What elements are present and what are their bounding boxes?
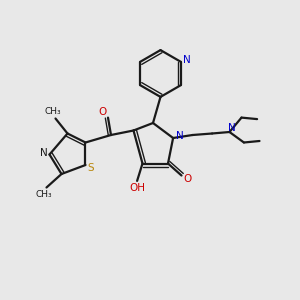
Text: O: O	[183, 173, 192, 184]
Text: O: O	[98, 107, 107, 117]
Text: N: N	[184, 55, 191, 65]
Text: N: N	[40, 148, 48, 158]
Text: OH: OH	[130, 183, 146, 193]
Text: CH₃: CH₃	[36, 190, 52, 199]
Text: S: S	[88, 163, 94, 173]
Text: N: N	[228, 123, 236, 134]
Text: N: N	[176, 130, 184, 141]
Text: CH₃: CH₃	[45, 107, 61, 116]
